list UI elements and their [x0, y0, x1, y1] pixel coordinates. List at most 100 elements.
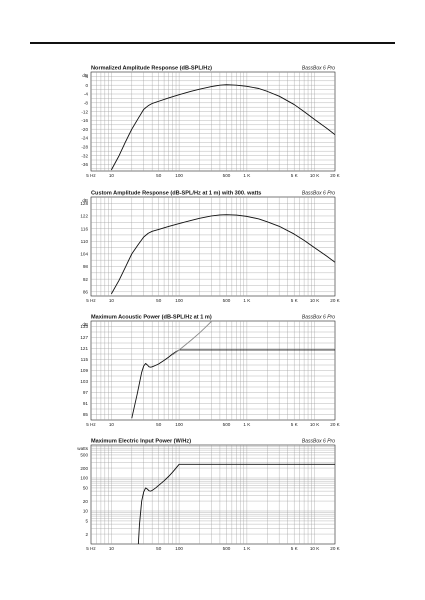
- x-tick-label: 5 Hz: [86, 546, 96, 551]
- grid: [91, 72, 335, 171]
- y-tick-label: 133: [80, 324, 88, 329]
- y-tick-label: -4: [84, 92, 89, 97]
- x-tick-label: 10 K: [310, 422, 320, 427]
- y-tick-label: 10: [83, 509, 89, 514]
- x-tick-label: 50: [156, 173, 162, 178]
- y-tick-label: 92: [83, 277, 89, 282]
- y-tick-label: 116: [81, 226, 89, 231]
- y-tick-label: 5: [85, 519, 88, 524]
- y-tick-label: -12: [81, 109, 88, 114]
- x-tick-label: 10: [109, 546, 115, 551]
- y-tick-label: -32: [81, 153, 88, 158]
- series-line-1: [172, 321, 212, 356]
- y-tick-label: -8: [84, 101, 89, 106]
- y-tick-label: 91: [83, 401, 89, 406]
- x-tick-label: 5 K: [291, 546, 299, 551]
- y-tick-label: 97: [83, 390, 89, 395]
- y-tick-label: 122: [80, 214, 88, 219]
- x-tick-label: 500: [223, 546, 231, 551]
- y-unit-label: watts: [77, 446, 88, 451]
- plot-frame: [90, 196, 336, 297]
- series-line-0: [137, 463, 335, 544]
- x-tick-label: 500: [223, 298, 231, 303]
- chart-brand: BassBox 6 Pro: [302, 66, 335, 72]
- x-tick-label: 50: [156, 298, 162, 303]
- y-tick-label: -16: [81, 118, 88, 123]
- custom-amplitude-chart: Custom Amplitude Response (dB-SPL/Hz at …: [80, 191, 340, 304]
- x-tick-label: 5 Hz: [86, 422, 96, 427]
- x-tick-label: 20 K: [330, 422, 340, 427]
- chart-title: Maximum Electric Input Power (W/Hz): [91, 439, 191, 445]
- x-tick-label: 100: [175, 546, 183, 551]
- chart-title: Maximum Acoustic Power (dB-SPL/Hz at 1 m…: [91, 315, 212, 321]
- y-tick-label: -36: [81, 162, 88, 167]
- y-tick-label: 104: [80, 252, 88, 257]
- normalized-amplitude-chart: Normalized Amplitude Response (dB-SPL/Hz…: [81, 66, 340, 179]
- y-tick-label: 4: [85, 74, 88, 79]
- series-line-0: [110, 84, 335, 171]
- grid: [91, 445, 335, 544]
- y-tick-label: 115: [81, 357, 89, 362]
- x-tick-label: 10 K: [310, 173, 320, 178]
- x-tick-label: 1 K: [243, 422, 251, 427]
- x-tick-label: 10 K: [310, 298, 320, 303]
- series-line-0: [110, 214, 335, 295]
- x-tick-label: 5 K: [291, 298, 299, 303]
- x-tick-label: 50: [156, 422, 162, 427]
- y-tick-label: 109: [80, 368, 88, 373]
- y-tick-label: 121: [80, 346, 88, 351]
- max-acoustic-power-chart: Maximum Acoustic Power (dB-SPL/Hz at 1 m…: [80, 315, 340, 428]
- x-tick-label: 10 K: [310, 546, 320, 551]
- y-tick-label: -24: [81, 136, 88, 141]
- x-tick-label: 1 K: [243, 173, 251, 178]
- x-tick-label: 20 K: [330, 546, 340, 551]
- chart-title: Custom Amplitude Response (dB-SPL/Hz at …: [91, 191, 261, 197]
- plot-frame: [90, 71, 336, 172]
- y-tick-label: 110: [81, 239, 89, 244]
- chart-brand: BassBox 6 Pro: [302, 315, 335, 321]
- header-rule: [30, 42, 395, 44]
- y-unit-label: dB: [82, 73, 88, 78]
- max-electric-input-chart: Maximum Electric Input Power (W/Hz) BassB…: [77, 439, 340, 552]
- x-tick-label: 500: [223, 173, 231, 178]
- x-tick-label: 100: [175, 422, 183, 427]
- x-tick-label: 5 K: [291, 173, 299, 178]
- grid: [91, 321, 335, 420]
- y-tick-label: 98: [83, 264, 89, 269]
- x-tick-label: 20 K: [330, 173, 340, 178]
- y-unit-label: dB: [82, 198, 88, 203]
- chart-brand: BassBox 6 Pro: [302, 439, 335, 445]
- y-tick-label: 128: [80, 201, 88, 206]
- x-tick-label: 5 K: [291, 422, 299, 427]
- y-unit-label: dB: [82, 322, 88, 327]
- y-tick-label: 127: [80, 335, 88, 340]
- y-tick-label: 103: [80, 379, 88, 384]
- y-tick-label: 2: [85, 532, 88, 537]
- x-tick-label: 5 Hz: [86, 298, 96, 303]
- x-tick-label: 10: [109, 173, 115, 178]
- y-tick-label: -20: [81, 127, 88, 132]
- y-tick-label: 100: [80, 476, 88, 481]
- chart-title: Normalized Amplitude Response (dB-SPL/Hz…: [91, 66, 212, 72]
- x-tick-label: 1 K: [243, 298, 251, 303]
- y-tick-label: 85: [83, 412, 89, 417]
- y-tick-label: 500: [80, 453, 88, 458]
- y-tick-label: 86: [83, 289, 89, 294]
- x-tick-label: 5 Hz: [86, 173, 96, 178]
- y-tick-label: -28: [81, 145, 88, 150]
- x-tick-label: 10: [109, 298, 115, 303]
- x-tick-label: 100: [175, 173, 183, 178]
- grid: [91, 197, 335, 296]
- series-line-0: [131, 349, 335, 419]
- y-tick-label: 200: [80, 466, 88, 471]
- y-tick-label: 0: [85, 83, 88, 88]
- chart-brand: BassBox 6 Pro: [302, 191, 335, 197]
- x-tick-label: 100: [175, 298, 183, 303]
- x-tick-label: 1 K: [243, 546, 251, 551]
- plot-frame: [90, 444, 336, 545]
- x-tick-label: 20 K: [330, 298, 340, 303]
- x-tick-label: 500: [223, 422, 231, 427]
- y-tick-label: 50: [83, 486, 89, 491]
- x-tick-label: 50: [156, 546, 162, 551]
- x-tick-label: 10: [109, 422, 115, 427]
